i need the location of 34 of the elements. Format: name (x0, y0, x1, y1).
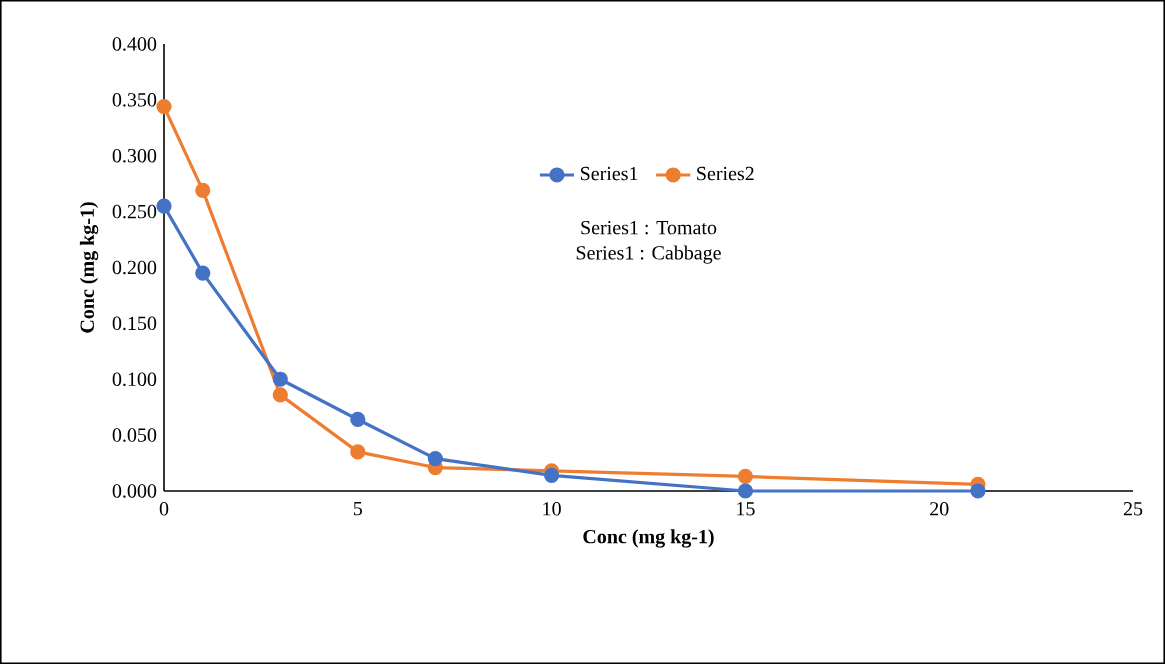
point (272, 371, 288, 387)
x-tick-label: 20 (930, 502, 949, 516)
annotation: Series1 : Cabbage (576, 245, 721, 264)
y-tick-label: 0.050 (112, 428, 157, 442)
point (970, 483, 986, 499)
point (544, 467, 560, 483)
y-tick-label: 0.150 (112, 316, 157, 331)
point (156, 98, 172, 115)
x-tick-label: 5 (353, 502, 363, 516)
point (427, 450, 443, 467)
y-tick-label: 0.000 (112, 484, 157, 498)
point (272, 387, 288, 403)
point (156, 198, 172, 214)
y-tick-label: 0.100 (112, 372, 157, 387)
point (195, 182, 211, 198)
x-tick-label: 10 (543, 502, 561, 516)
point (195, 265, 211, 281)
x-tick-label: 25 (1123, 502, 1143, 516)
y-axis-title: Conc (mg kg-1) (79, 202, 99, 333)
y-tick-label: 0.350 (112, 93, 157, 107)
legend-label: Series2 (697, 166, 754, 181)
legend-label: Series1 (580, 166, 638, 181)
x-axis-title: Conc (mg kg-1) (583, 529, 714, 548)
point (737, 468, 753, 485)
point (350, 411, 366, 428)
point (350, 444, 366, 460)
y-tick-label: 0.200 (112, 260, 157, 275)
x-tick-label: 0 (159, 502, 169, 516)
y-tick-label: 0.400 (112, 37, 157, 51)
point (737, 483, 753, 499)
y-tick-label: 0.250 (112, 204, 157, 219)
annotation: Series1 : Tomato (581, 220, 717, 235)
y-tick-label: 0.300 (112, 148, 157, 163)
x-tick-label: 15 (737, 502, 755, 516)
